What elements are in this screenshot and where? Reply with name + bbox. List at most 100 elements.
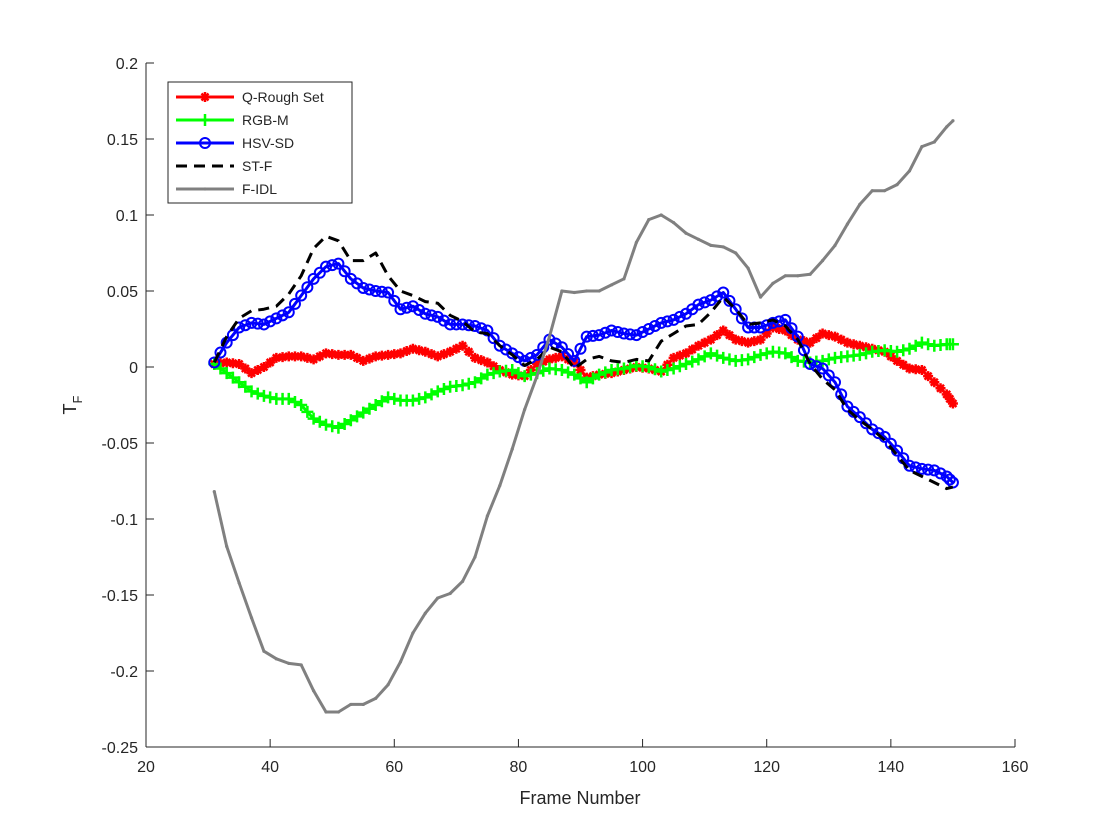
data-point-f-idl xyxy=(833,243,837,247)
data-point-rgb-m xyxy=(369,399,382,411)
data-point-hsv-sd xyxy=(735,312,748,325)
data-point-hsv-sd xyxy=(394,303,407,316)
data-point-f-idl xyxy=(597,289,601,293)
data-point-q-rough-set xyxy=(234,358,245,369)
data-point-hsv-sd xyxy=(282,306,295,319)
data-point-q-rough-set xyxy=(941,389,952,400)
data-point-hsv-sd xyxy=(605,324,618,337)
y-axis-label: TF xyxy=(60,395,85,414)
data-point-rgb-m xyxy=(568,368,581,381)
data-point-q-rough-set xyxy=(432,351,443,362)
data-point-hsv-sd xyxy=(214,346,227,359)
data-point-q-rough-set xyxy=(892,355,903,366)
x-tick-label: 60 xyxy=(385,759,403,776)
data-point-q-rough-set xyxy=(457,340,468,351)
data-point-hsv-sd xyxy=(493,339,506,352)
data-point-hsv-sd xyxy=(574,342,587,355)
data-point-q-rough-set xyxy=(829,331,840,342)
data-point-q-rough-set xyxy=(445,346,456,357)
svg-text:TF: TF xyxy=(60,395,85,414)
data-point-f-idl xyxy=(734,251,738,255)
data-point-q-rough-set xyxy=(327,349,338,360)
data-point-hsv-sd xyxy=(251,317,264,330)
data-point-hsv-sd xyxy=(828,376,841,389)
data-point-f-idl xyxy=(585,289,589,293)
data-point-f-idl xyxy=(907,169,912,173)
data-point-hsv-sd xyxy=(729,303,742,316)
data-point-q-rough-set xyxy=(364,353,375,364)
data-point-q-rough-set xyxy=(780,325,791,336)
data-point-q-rough-set xyxy=(538,356,549,367)
data-point-q-rough-set xyxy=(420,346,431,357)
data-point-q-rough-set xyxy=(246,368,257,379)
data-point-q-rough-set xyxy=(898,359,909,370)
data-point-hsv-sd xyxy=(754,321,767,334)
data-point-q-rough-set xyxy=(743,337,754,348)
y-tick-label: -0.1 xyxy=(110,512,138,529)
data-point-f-idl xyxy=(212,490,216,494)
data-point-hsv-sd xyxy=(295,289,308,302)
legend-label-st-f: ST-F xyxy=(242,158,272,174)
data-point-rgb-m xyxy=(307,412,320,425)
legend-item-hsv-sd: HSV-SD xyxy=(176,135,294,151)
y-axis-label-main: T xyxy=(60,403,80,414)
data-point-hsv-sd xyxy=(555,341,568,354)
data-point-rgb-m xyxy=(351,410,364,423)
data-point-rgb-m xyxy=(593,368,606,381)
data-point-hsv-sd xyxy=(673,310,686,323)
data-point-hsv-sd xyxy=(419,307,432,320)
data-point-hsv-sd xyxy=(655,316,668,329)
data-point-rgb-m xyxy=(512,367,525,380)
legend-item-rgb-m: RGB-M xyxy=(176,112,289,128)
data-point-rgb-m xyxy=(264,391,277,404)
data-point-rgb-m xyxy=(599,366,612,379)
data-point-rgb-m xyxy=(891,345,904,358)
data-point-hsv-sd xyxy=(400,301,413,314)
data-point-f-idl xyxy=(758,295,763,299)
data-point-rgb-m xyxy=(357,406,370,419)
data-point-f-idl xyxy=(398,660,403,664)
legend-marker-rgb-m xyxy=(199,114,211,126)
data-point-q-rough-set xyxy=(687,344,698,355)
data-point-hsv-sd xyxy=(301,281,314,294)
data-point-hsv-sd xyxy=(698,296,711,309)
data-point-hsv-sd xyxy=(369,285,382,297)
data-point-f-idl xyxy=(883,189,887,193)
x-tick-label: 40 xyxy=(261,759,279,776)
data-point-hsv-sd xyxy=(382,286,395,299)
series-layer xyxy=(208,119,959,714)
legend-marker-hsv-sd xyxy=(199,137,211,149)
data-point-rgb-m xyxy=(903,342,916,355)
data-point-q-rough-set xyxy=(227,358,238,369)
data-point-f-idl xyxy=(547,335,552,339)
data-point-rgb-m xyxy=(860,347,873,360)
data-point-hsv-sd xyxy=(860,417,873,430)
data-point-hsv-sd xyxy=(766,316,779,329)
data-point-rgb-m xyxy=(785,351,798,364)
data-point-rgb-m xyxy=(313,415,326,428)
data-point-q-rough-set xyxy=(724,330,735,341)
data-point-rgb-m xyxy=(226,371,239,384)
legend-item-st-f: ST-F xyxy=(176,158,272,174)
data-point-q-rough-set xyxy=(240,363,251,374)
data-point-q-rough-set xyxy=(289,351,300,362)
data-point-f-idl xyxy=(845,222,850,226)
data-point-q-rough-set xyxy=(712,330,723,341)
data-point-q-rough-set xyxy=(345,349,356,360)
data-point-q-rough-set xyxy=(755,334,766,345)
data-point-hsv-sd xyxy=(816,362,829,375)
data-point-hsv-sd xyxy=(636,326,649,339)
data-point-rgb-m xyxy=(320,418,333,431)
data-point-q-rough-set xyxy=(283,351,294,362)
data-point-f-idl xyxy=(249,616,254,620)
data-point-hsv-sd xyxy=(388,294,401,307)
legend-label-f-idl: F-IDL xyxy=(242,181,277,197)
data-point-q-rough-set xyxy=(414,345,425,356)
data-point-q-rough-set xyxy=(854,340,865,351)
data-point-hsv-sd xyxy=(624,328,637,341)
data-point-rgb-m xyxy=(437,383,450,396)
data-point-hsv-sd xyxy=(922,463,935,476)
data-point-q-rough-set xyxy=(823,330,834,341)
data-point-q-rough-set xyxy=(674,350,685,361)
